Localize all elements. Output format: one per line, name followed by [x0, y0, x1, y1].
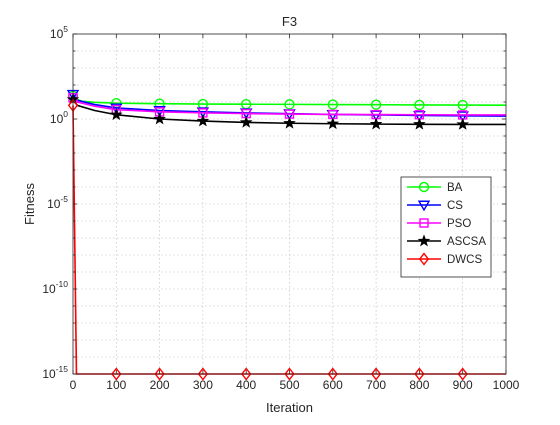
triangle-marker — [417, 200, 431, 212]
legend-label: PSO — [447, 218, 471, 230]
y-axis-label: Fitness — [22, 183, 37, 225]
diamond-marker — [111, 367, 122, 381]
diamond-marker — [457, 367, 468, 381]
diamond-marker — [154, 367, 165, 381]
diamond-marker — [418, 252, 430, 266]
x-axis-label: Iteration — [266, 400, 313, 415]
legend-box — [400, 176, 492, 278]
star-marker — [283, 116, 296, 129]
circle-marker — [457, 99, 468, 111]
x-tick-label: 400 — [236, 378, 256, 392]
circle-marker — [414, 99, 425, 111]
x-tick-label: 300 — [193, 378, 213, 392]
series-ascsa — [66, 92, 506, 130]
y-tick-label: 105 — [50, 24, 68, 41]
x-tick-label: 1000 — [493, 378, 520, 392]
triangle-marker — [456, 111, 469, 123]
y-tick-label: 10-10 — [42, 279, 68, 296]
star-marker — [413, 117, 426, 130]
diamond-marker — [370, 367, 382, 381]
legend-label: DWCS — [447, 254, 482, 266]
legend-entry-pso: PSO — [407, 218, 471, 230]
circle-marker — [327, 99, 338, 110]
x-tick-label: 900 — [453, 378, 473, 392]
star-marker — [326, 117, 340, 130]
x-tick-label: 200 — [150, 378, 170, 392]
x-tick-label: 800 — [409, 378, 429, 392]
x-tick-label: 0 — [70, 378, 77, 392]
diamond-marker — [241, 367, 252, 381]
legend: BA CS PSO ASCSA DWCS — [400, 176, 492, 278]
ticks: 0 100 200 300 400 500 600 700 800 900 1000 10-15 10-… — [42, 24, 519, 392]
circle-marker — [370, 99, 382, 110]
star-marker — [369, 117, 383, 130]
legend-entry-ba: BA — [407, 181, 463, 194]
circle-marker — [418, 181, 430, 193]
star-marker — [196, 114, 210, 127]
chart-title: F3 — [282, 14, 297, 29]
diamond-marker — [327, 367, 338, 381]
star-marker — [239, 115, 253, 128]
diamond-marker — [197, 367, 209, 381]
legend-label: ASCSA — [447, 236, 486, 248]
series-line-pso — [72, 97, 506, 116]
x-tick-label: 500 — [279, 378, 299, 392]
legend-label: BA — [447, 182, 463, 194]
y-tick-label: 100 — [50, 109, 68, 126]
square-marker — [419, 218, 429, 228]
legend-entry-ascsa: ASCSA — [407, 234, 486, 248]
triangle-marker — [413, 110, 426, 122]
circle-marker — [284, 99, 295, 110]
x-tick-label: 100 — [106, 378, 126, 392]
star-marker — [153, 112, 166, 125]
star-marker — [456, 117, 469, 130]
x-tick-label: 600 — [323, 378, 343, 392]
star-marker — [417, 234, 431, 247]
star-marker — [110, 108, 123, 121]
legend-entry-cs: CS — [407, 200, 463, 212]
y-tick-label: 10-15 — [42, 364, 68, 381]
x-tick-label: 700 — [366, 378, 386, 392]
diamond-marker — [414, 367, 425, 381]
legend-entry-dwcs: DWCS — [407, 252, 482, 266]
y-tick-label: 10-5 — [47, 194, 68, 211]
legend-label: CS — [447, 200, 463, 212]
diamond-marker — [284, 367, 295, 381]
